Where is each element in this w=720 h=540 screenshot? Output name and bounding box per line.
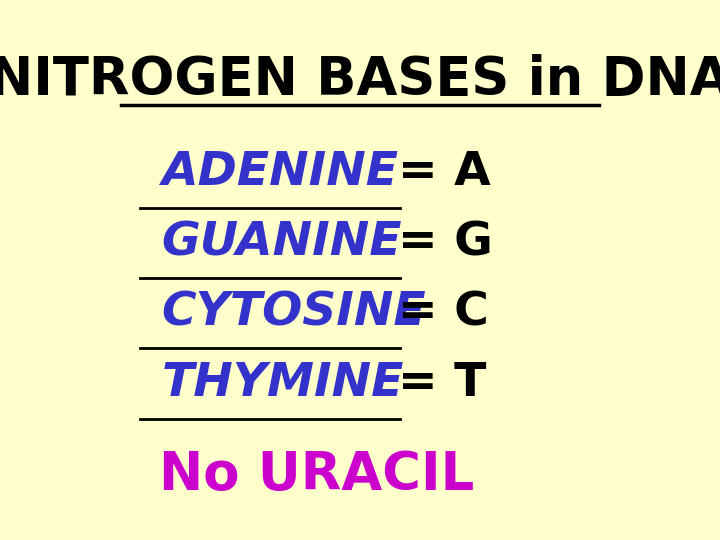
Text: GUANINE: GUANINE [161,220,402,266]
Text: = G: = G [397,220,492,266]
Text: NITROGEN BASES in DNA: NITROGEN BASES in DNA [0,54,720,106]
Text: = T: = T [397,361,486,406]
Text: CYTOSINE: CYTOSINE [161,291,426,336]
Text: THYMINE: THYMINE [161,361,404,406]
Text: No URACIL: No URACIL [159,449,474,501]
Text: = C: = C [397,291,488,336]
Text: ADENINE: ADENINE [161,150,399,195]
Text: = A: = A [397,150,490,195]
